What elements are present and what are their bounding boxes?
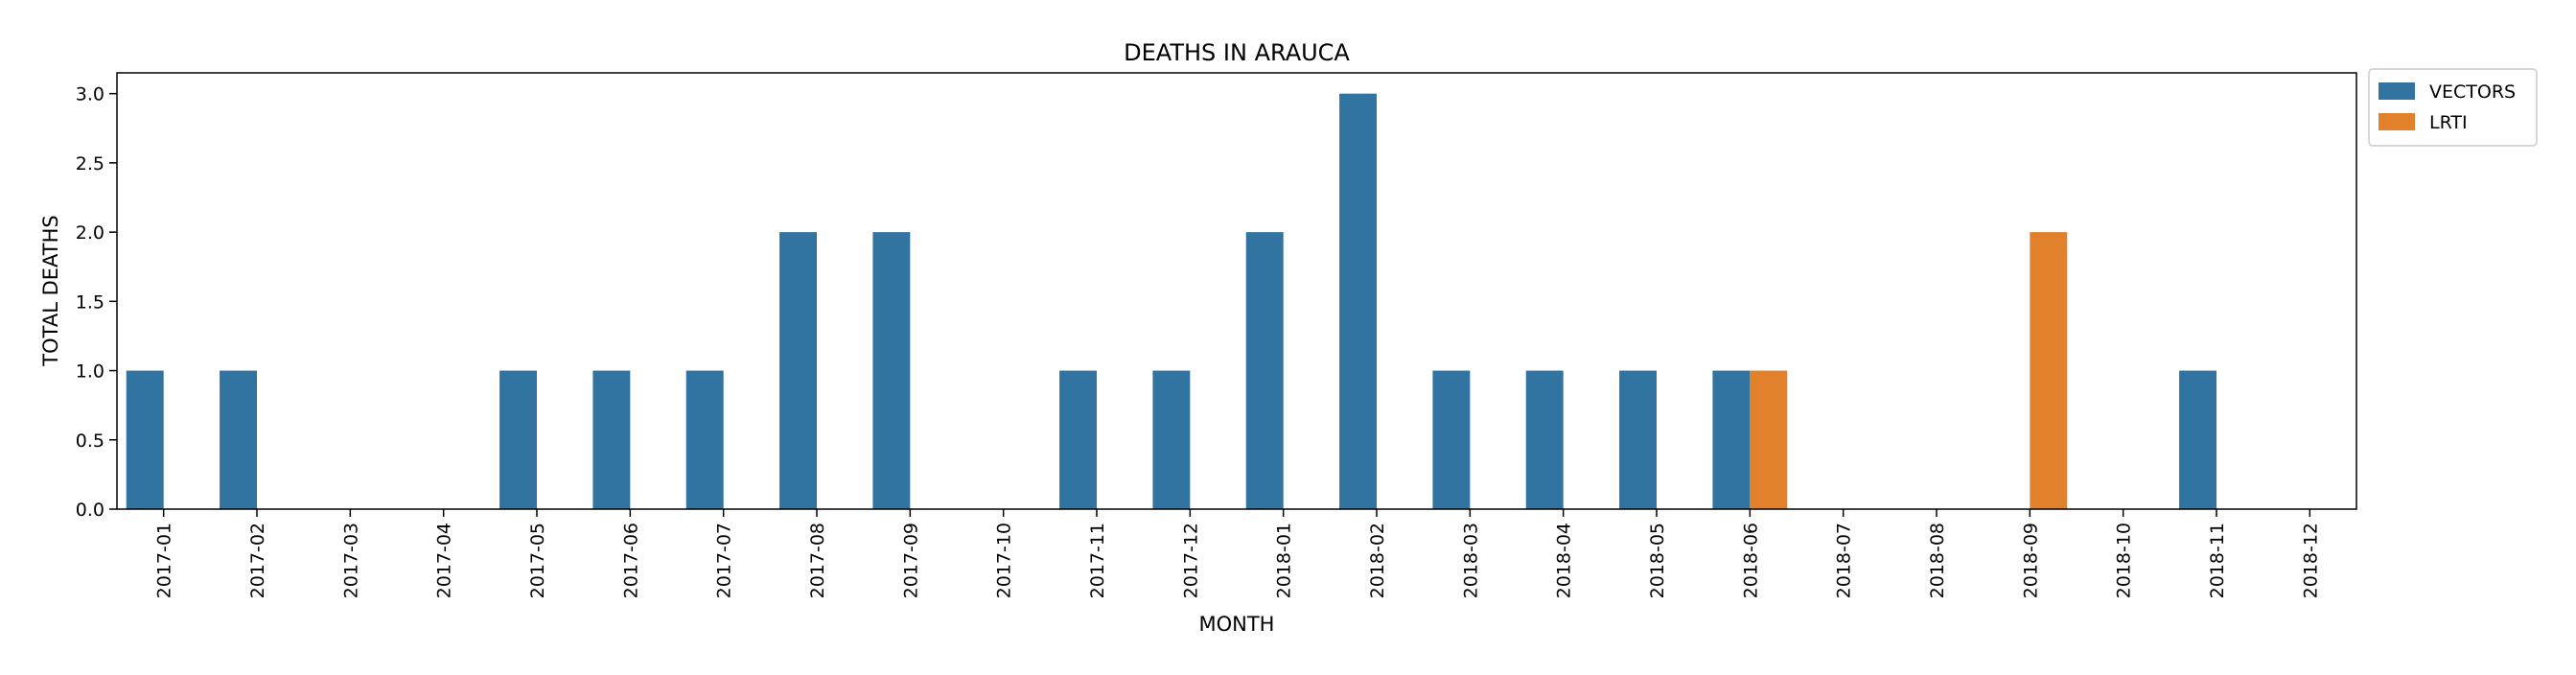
bar-vectors-2017-11 — [1059, 370, 1097, 509]
bar-vectors-2018-04 — [1525, 370, 1564, 509]
y-tick-label: 3.0 — [76, 84, 104, 105]
bar-vectors-2017-12 — [1152, 370, 1191, 509]
x-tick-label: 2017-12 — [1180, 523, 1201, 598]
legend-label-lrti: LRTI — [2429, 112, 2468, 133]
x-tick-label: 2018-11 — [2207, 523, 2228, 598]
bar-vectors-2018-01 — [1245, 232, 1284, 509]
x-tick-label: 2018-09 — [2020, 523, 2041, 598]
bar-vectors-2017-01 — [126, 370, 164, 509]
bar-vectors-2017-05 — [499, 370, 537, 509]
x-tick-label: 2018-01 — [1274, 523, 1295, 598]
x-tick-label: 2017-03 — [340, 523, 361, 598]
bar-lrti-2018-09 — [2030, 232, 2068, 509]
y-tick-label: 0.0 — [76, 500, 104, 521]
y-tick-label: 2.0 — [76, 222, 104, 244]
x-tick-label: 2018-10 — [2114, 523, 2135, 598]
x-tick-label: 2017-09 — [900, 523, 921, 598]
x-tick-label: 2017-10 — [994, 523, 1015, 598]
x-tick-label: 2018-06 — [1740, 523, 1761, 598]
y-tick-label: 0.5 — [76, 431, 104, 452]
x-tick-label: 2018-05 — [1647, 523, 1668, 598]
legend-frame — [2368, 68, 2538, 147]
chart-title: DEATHS IN ARAUCA — [1124, 39, 1350, 66]
legend-swatch-vectors — [2379, 82, 2415, 100]
x-tick-label: 2018-03 — [1460, 523, 1481, 598]
bar-vectors-2017-09 — [872, 232, 911, 509]
legend-swatch-lrti — [2379, 113, 2415, 130]
x-tick-label: 2017-01 — [154, 523, 175, 598]
x-tick-label: 2017-11 — [1087, 523, 1108, 598]
x-tick-label: 2017-07 — [714, 523, 735, 598]
x-tick-label: 2017-05 — [527, 523, 548, 598]
y-tick-label: 2.5 — [76, 153, 104, 175]
bars-group — [126, 93, 2216, 510]
bar-lrti-2018-06 — [1750, 370, 1788, 509]
bar-vectors-2018-11 — [2179, 370, 2216, 509]
x-axis-label: MONTH — [1199, 613, 1275, 636]
x-tick-label: 2018-08 — [1927, 523, 1948, 598]
legend-label-vectors: VECTORS — [2429, 81, 2516, 103]
x-axis: 2017-01 2017-02 2017-03 2017-04 2017-05 2017-… — [154, 509, 2321, 598]
bar-vectors-2018-03 — [1432, 370, 1471, 509]
bar-vectors-2017-07 — [685, 370, 724, 509]
y-tick-label: 1.0 — [76, 361, 104, 383]
x-tick-label: 2017-06 — [620, 523, 641, 598]
bar-vectors-2018-06 — [1712, 370, 1751, 509]
x-tick-label: 2018-04 — [1554, 523, 1575, 598]
legend: VECTORS LRTI — [2368, 68, 2538, 147]
bar-vectors-2017-06 — [592, 370, 631, 509]
y-axis-label: TOTAL DEATHS — [39, 215, 62, 366]
plot-area-frame — [116, 72, 2357, 510]
x-tick-label: 2017-02 — [247, 523, 268, 598]
bar-vectors-2018-05 — [1619, 370, 1657, 509]
y-tick-label: 1.5 — [76, 291, 104, 313]
x-tick-label: 2017-04 — [434, 523, 455, 598]
y-axis: 0.0 0.5 1.0 1.5 2.0 2.5 3.0 — [76, 84, 117, 521]
bar-vectors-2017-08 — [779, 232, 817, 509]
x-tick-label: 2018-07 — [1834, 523, 1855, 598]
x-tick-label: 2018-02 — [1367, 523, 1388, 598]
x-tick-label: 2017-08 — [807, 523, 828, 598]
x-tick-label: 2018-12 — [2300, 523, 2321, 598]
bar-vectors-2018-02 — [1339, 93, 1377, 510]
bar-vectors-2017-02 — [220, 370, 257, 509]
